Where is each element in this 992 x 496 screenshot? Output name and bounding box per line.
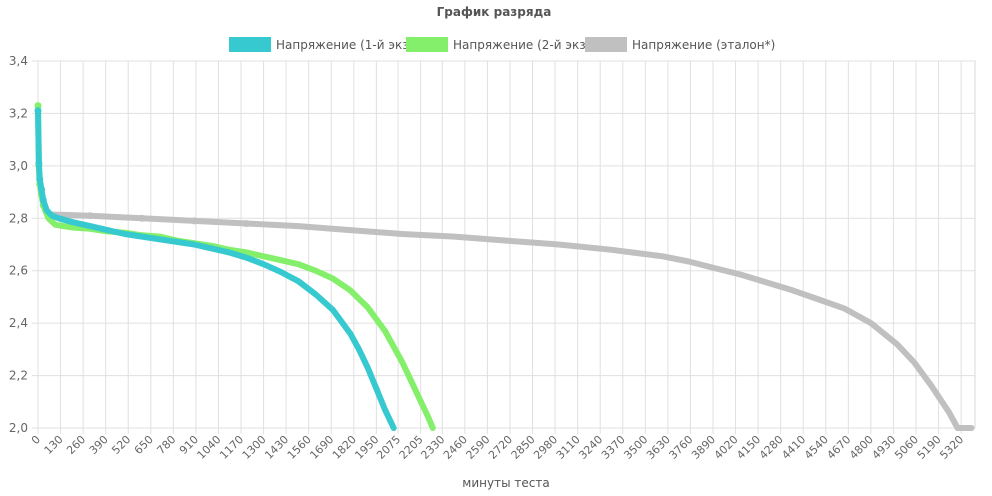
- y-tick-label: 2,2: [9, 369, 28, 383]
- x-tick-label: 2330: [418, 433, 447, 462]
- y-axis: 2,0 2,2 2,4 2,6 2,8 3,0 3,2 3,4: [9, 54, 28, 435]
- x-tick-label: 2850: [509, 433, 538, 462]
- x-tick-label: 3370: [599, 433, 628, 462]
- x-tick-label: 0: [29, 433, 43, 447]
- x-tick-label: 1560: [285, 433, 314, 462]
- series-line-3: [45, 211, 975, 431]
- series-point-1: [35, 159, 43, 167]
- x-tick-label: 260: [64, 433, 88, 457]
- x-tick-label: 520: [109, 433, 133, 457]
- chart-title: График разряда: [437, 5, 552, 19]
- series-point-2: [34, 102, 42, 110]
- x-tick-label: 4800: [847, 433, 876, 462]
- x-tick-label: 5060: [892, 433, 921, 462]
- series-point-3: [242, 220, 250, 227]
- series-point-1: [36, 175, 44, 183]
- x-tick-label: 2980: [531, 433, 560, 462]
- x-tick-label: 4540: [802, 433, 831, 462]
- x-tick-label: 1820: [330, 433, 359, 462]
- x-tick-label: 1170: [217, 433, 246, 462]
- y-tick-label: 2,8: [9, 211, 28, 225]
- legend-label-series-1[interactable]: Напряжение (1-й экз.): [276, 38, 417, 52]
- x-tick-label: 4930: [870, 433, 899, 462]
- chart-legend: Напряжение (1-й экз.) Напряжение (2-й эк…: [229, 37, 775, 52]
- series-point-3: [86, 212, 94, 220]
- series-line-1: [35, 107, 397, 431]
- x-tick-label: 4410: [779, 433, 808, 462]
- x-tick-label: 130: [42, 433, 66, 457]
- x-tick-label: 5320: [937, 433, 966, 462]
- x-tick-label: 4020: [712, 433, 741, 462]
- legend-swatch-series-2[interactable]: [406, 37, 448, 52]
- x-tick-label: 3760: [667, 433, 696, 462]
- x-tick-label: 2590: [464, 433, 493, 462]
- x-tick-label: 780: [154, 433, 178, 457]
- legend-swatch-series-3[interactable]: [585, 37, 627, 52]
- x-tick-label: 2205: [397, 433, 426, 462]
- y-tick-label: 3,2: [9, 106, 28, 120]
- x-tick-label: 1690: [307, 433, 336, 462]
- x-axis: 0130260390520650780910104011701300143015…: [29, 433, 966, 462]
- legend-label-series-3[interactable]: Напряжение (эталон*): [632, 38, 775, 52]
- x-tick-label: 5190: [915, 433, 944, 462]
- legend-swatch-series-1[interactable]: [229, 37, 271, 52]
- chart-grid: [32, 60, 976, 434]
- x-tick-label: 4670: [824, 433, 853, 462]
- x-tick-label: 4150: [734, 433, 763, 462]
- series-point-1: [34, 107, 42, 115]
- x-tick-label: 1300: [240, 433, 269, 462]
- x-axis-label: минуты теста: [462, 476, 549, 490]
- y-tick-label: 3,4: [9, 54, 28, 68]
- x-tick-label: 2075: [374, 433, 403, 462]
- chart-series: [34, 102, 975, 431]
- x-tick-label: 3240: [576, 433, 605, 462]
- x-tick-label: 2720: [486, 433, 515, 462]
- x-tick-label: 3110: [554, 433, 583, 462]
- x-tick-label: 650: [132, 433, 156, 457]
- x-tick-label: 390: [87, 433, 111, 457]
- x-tick-label: 3500: [621, 433, 650, 462]
- x-tick-label: 3890: [689, 433, 718, 462]
- series-point-1: [39, 196, 47, 204]
- x-tick-label: 4280: [757, 433, 786, 462]
- series-point-1: [38, 185, 45, 193]
- y-tick-label: 3,0: [9, 159, 28, 173]
- x-tick-label: 1430: [262, 433, 291, 462]
- x-tick-label: 3630: [644, 433, 673, 462]
- series-point-3: [190, 217, 198, 225]
- x-tick-label: 1040: [195, 433, 224, 462]
- series-point-3: [138, 214, 146, 222]
- x-tick-label: 1950: [352, 433, 381, 462]
- x-tick-label: 2460: [441, 433, 470, 462]
- legend-label-series-2[interactable]: Напряжение (2-й экз.): [453, 38, 594, 52]
- y-tick-label: 2,4: [9, 316, 28, 330]
- y-tick-label: 2,6: [9, 264, 28, 278]
- y-tick-label: 2,0: [9, 421, 28, 435]
